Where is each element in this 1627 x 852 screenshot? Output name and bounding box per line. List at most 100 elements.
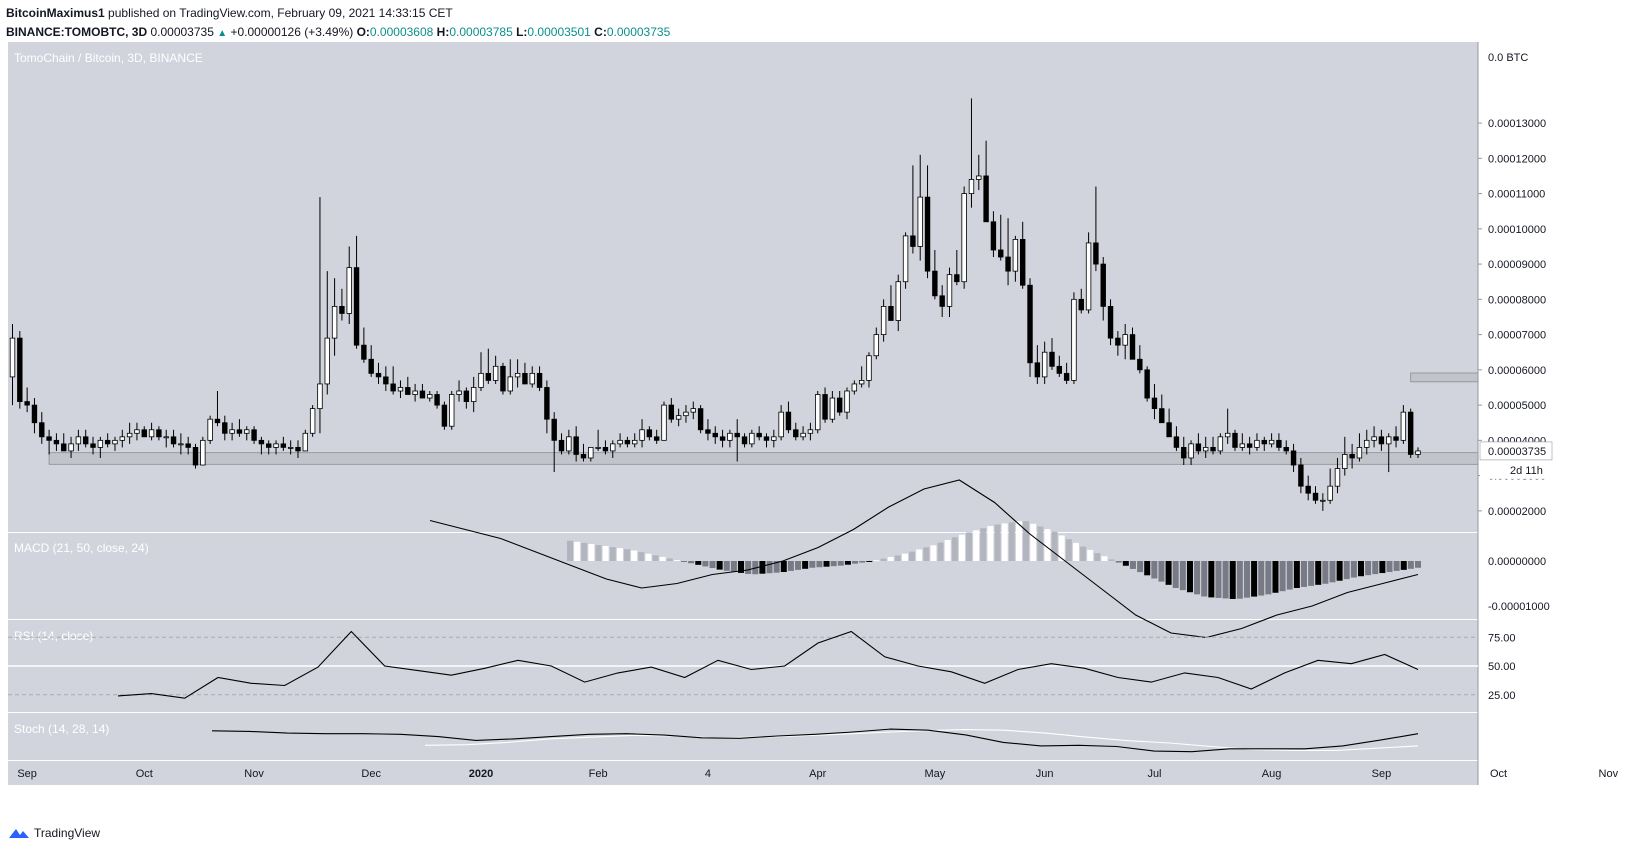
candle <box>185 443 191 448</box>
macd-histogram-bar <box>581 542 588 561</box>
pane-background <box>8 533 1478 619</box>
candle <box>1283 446 1289 452</box>
macd-histogram-bar <box>852 561 859 564</box>
macd-histogram-bar <box>1208 561 1215 598</box>
macd-histogram-bar <box>673 560 680 562</box>
last-price-label: 0.00003735 <box>1488 446 1546 458</box>
candle <box>793 429 799 438</box>
macd-histogram-bar <box>1001 523 1008 561</box>
author[interactable]: BitcoinMaximus1 <box>6 6 105 20</box>
candle <box>529 372 535 385</box>
macd-histogram-bar <box>1080 546 1087 561</box>
candle <box>434 394 440 406</box>
candle <box>361 344 367 360</box>
macd-histogram-bar <box>695 561 702 565</box>
candle <box>807 429 814 434</box>
macd-histogram-bar <box>1365 561 1372 576</box>
macd-histogram-bar <box>1357 561 1364 577</box>
high-value: 0.00003785 <box>449 25 513 39</box>
macd-histogram-bar <box>923 547 930 561</box>
candle <box>632 439 638 445</box>
candle <box>1356 446 1363 459</box>
macd-histogram-bar <box>1308 561 1315 586</box>
candle <box>331 305 338 339</box>
candle <box>156 429 162 438</box>
y-tick-label: 0.00011000 <box>1488 189 1545 201</box>
header: BitcoinMaximus1 published on TradingView… <box>6 4 670 43</box>
candle <box>500 365 506 392</box>
candle <box>675 415 682 420</box>
candle <box>873 334 879 357</box>
candle <box>866 355 872 381</box>
candle <box>68 443 74 452</box>
macd-histogram-bar <box>1008 522 1015 561</box>
macd-histogram-bar <box>688 561 695 564</box>
macd-histogram-bar <box>894 555 901 561</box>
candle <box>1071 298 1077 381</box>
candle <box>858 380 865 385</box>
macd-histogram-bar <box>1058 535 1065 561</box>
candle <box>763 436 770 441</box>
macd-histogram-bar <box>681 561 688 562</box>
macd-histogram-bar <box>1101 556 1108 561</box>
macd-histogram-bar <box>723 561 730 571</box>
macd-histogram-bar <box>1030 523 1037 561</box>
candle <box>536 372 543 388</box>
candle <box>244 429 250 434</box>
candle <box>815 394 821 431</box>
macd-histogram-bar <box>1393 561 1400 571</box>
candle <box>178 443 184 446</box>
candle <box>705 429 711 434</box>
macd-histogram-bar <box>1322 561 1329 584</box>
macd-histogram-bar <box>730 561 737 572</box>
candle <box>697 408 704 431</box>
candle <box>1041 351 1048 378</box>
candle <box>1195 443 1202 452</box>
macd-histogram-bar <box>859 561 866 563</box>
macd-histogram-bar <box>1108 559 1115 561</box>
candle <box>287 446 294 449</box>
macd-histogram-bar <box>766 561 773 574</box>
macd-histogram-bar <box>645 553 652 561</box>
x-tick-label: 4 <box>705 768 711 780</box>
candle <box>771 436 777 441</box>
macd-histogram-bar <box>1258 561 1265 596</box>
stoch-title: Stoch (14, 28, 14) <box>14 722 109 736</box>
macd-histogram-bar <box>987 526 994 561</box>
candle <box>17 337 23 402</box>
x-tick-label: Sep <box>1372 768 1392 780</box>
candle <box>449 394 455 427</box>
y-tick-label: 0.00005000 <box>1488 400 1546 412</box>
x-tick-label: Oct <box>1490 768 1507 780</box>
candle <box>1312 492 1319 501</box>
macd-histogram-bar <box>1386 561 1393 572</box>
macd-tick-label: 0.00000000 <box>1488 556 1546 568</box>
macd-histogram-bar <box>944 539 951 561</box>
candle <box>317 383 323 410</box>
price-chart[interactable]: 0.000020000.000030000.000040000.00005000… <box>0 0 1627 820</box>
candle <box>39 422 45 438</box>
candle <box>1012 239 1019 272</box>
macd-histogram-bar <box>1415 561 1421 568</box>
candle <box>514 372 521 378</box>
candle <box>1320 499 1326 502</box>
footer-brand[interactable]: TradingView <box>34 826 101 840</box>
candle <box>61 443 67 452</box>
candle <box>339 305 345 314</box>
macd-histogram-bar <box>880 558 887 561</box>
candle <box>31 404 38 424</box>
low-label: L: <box>516 25 528 39</box>
candle <box>97 439 104 448</box>
footer: TradingView <box>8 826 100 840</box>
candle <box>1393 436 1399 441</box>
candle <box>222 422 228 434</box>
x-tick-label: Jul <box>1147 768 1161 780</box>
candle <box>427 394 433 399</box>
candle <box>419 390 426 399</box>
macd-histogram-bar <box>1350 561 1357 578</box>
candle <box>573 436 579 455</box>
candle <box>1005 256 1011 272</box>
x-tick-label: Dec <box>361 768 381 780</box>
macd-histogram-bar <box>787 561 794 571</box>
macd-histogram-bar <box>802 561 809 569</box>
